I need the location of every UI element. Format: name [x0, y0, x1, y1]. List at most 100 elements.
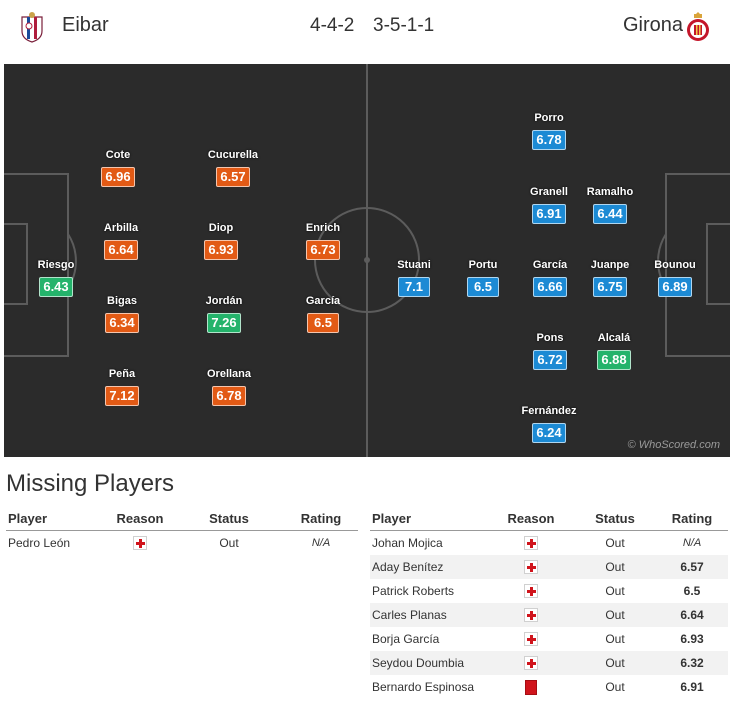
- status-cell: Out: [574, 555, 656, 579]
- missing-player-name[interactable]: Johan Mojica: [372, 536, 443, 550]
- player-marker[interactable]: Pons 6.72: [515, 331, 585, 370]
- player-rating: 6.78: [212, 386, 246, 406]
- player-rating: 6.24: [532, 423, 566, 443]
- table-header-row: Player Reason Status Rating: [370, 506, 728, 531]
- player-marker[interactable]: Granell 6.91: [514, 185, 584, 224]
- player-marker[interactable]: Portu 6.5: [448, 258, 518, 297]
- player-name: García: [305, 295, 341, 307]
- player-rating: 6.5: [307, 313, 339, 333]
- player-rating: 6.88: [597, 350, 631, 370]
- reason-cell: [488, 675, 574, 699]
- player-marker[interactable]: Porro 6.78: [514, 111, 584, 150]
- player-marker[interactable]: Bigas 6.34: [87, 294, 157, 333]
- player-marker[interactable]: Enrich 6.73: [288, 221, 358, 260]
- player-name: Orellana: [206, 368, 252, 380]
- player-rating: 6.66: [533, 277, 567, 297]
- player-marker[interactable]: Bounou 6.89: [640, 258, 710, 297]
- rating-cell: 6.32: [656, 651, 728, 675]
- player-name: Enrich: [305, 222, 341, 234]
- missing-player-name[interactable]: Patrick Roberts: [372, 584, 455, 598]
- table-row: Patrick Roberts Out 6.5: [370, 579, 728, 603]
- injury-icon: [524, 608, 538, 623]
- player-rating: 6.96: [101, 167, 135, 187]
- away-formation: 3-5-1-1: [373, 15, 435, 36]
- player-name: Pons: [536, 332, 564, 344]
- player-marker[interactable]: Stuani 7.1: [379, 258, 449, 297]
- player-marker[interactable]: Alcalá 6.88: [579, 331, 649, 370]
- injury-icon: [524, 632, 538, 647]
- rating-cell: 6.57: [656, 555, 728, 579]
- missing-player-name[interactable]: Seydou Doumbia: [370, 651, 488, 675]
- home-team-name[interactable]: Eibar: [62, 14, 109, 36]
- player-name: García: [532, 259, 568, 271]
- player-marker[interactable]: Fernández 6.24: [514, 404, 584, 443]
- table-row: Seydou Doumbia Out 6.32: [370, 651, 728, 675]
- status-cell: Out: [219, 536, 239, 550]
- player-rating: 6.93: [204, 240, 238, 260]
- rating-cell: 6.93: [680, 632, 704, 646]
- column-header-player[interactable]: Player: [6, 506, 106, 531]
- player-marker[interactable]: Peña 7.12: [87, 367, 157, 406]
- table-row: Johan Mojica Out N/A: [370, 531, 728, 556]
- player-marker[interactable]: Jordán 7.26: [189, 294, 259, 333]
- status-cell: Out: [574, 651, 656, 675]
- player-name: Stuani: [397, 259, 431, 271]
- player-name: Cucurella: [207, 149, 259, 161]
- column-header-rating[interactable]: Rating: [284, 506, 358, 531]
- player-marker[interactable]: Diop 6.93: [186, 221, 256, 260]
- status-cell: Out: [574, 603, 656, 627]
- home-missing-table: Player Reason Status Rating Pedro León Ou…: [6, 506, 358, 555]
- player-marker[interactable]: Riesgo 6.43: [21, 258, 91, 297]
- table-row: Carles Planas Out 6.64: [370, 603, 728, 627]
- away-team-name[interactable]: Girona: [622, 14, 683, 36]
- player-name: Peña: [108, 368, 136, 380]
- player-rating: 6.75: [593, 277, 627, 297]
- player-rating: 7.12: [105, 386, 139, 406]
- player-rating: 6.57: [216, 167, 250, 187]
- home-formation: 4-4-2: [310, 15, 355, 36]
- player-name: Fernández: [521, 405, 577, 417]
- rating-cell: N/A: [682, 537, 702, 549]
- player-marker[interactable]: Cucurella 6.57: [198, 148, 268, 187]
- injury-icon: [524, 560, 538, 575]
- player-rating: 6.44: [593, 204, 627, 224]
- player-name: Alcalá: [597, 332, 631, 344]
- missing-player-name[interactable]: Aday Benítez: [370, 555, 488, 579]
- injury-icon: [524, 656, 538, 671]
- status-cell: Out: [605, 632, 625, 646]
- player-marker[interactable]: Orellana 6.78: [194, 367, 264, 406]
- eibar-crest-icon: [21, 12, 43, 43]
- missing-player-name[interactable]: Borja García: [372, 632, 440, 646]
- player-rating: 6.73: [306, 240, 340, 260]
- away-missing-table: Player Reason Status Rating Johan Mojica…: [370, 506, 728, 699]
- missing-player-name[interactable]: Bernardo Espinosa: [372, 680, 475, 694]
- player-name: Cote: [105, 149, 131, 161]
- injury-icon: [524, 584, 538, 599]
- column-header-rating[interactable]: Rating: [656, 506, 728, 531]
- status-cell: Out: [605, 584, 625, 598]
- reason-cell: [106, 531, 174, 556]
- player-name: Arbilla: [103, 222, 139, 234]
- pitch-markings: [4, 64, 730, 457]
- player-marker[interactable]: García 6.5: [288, 294, 358, 333]
- player-marker[interactable]: Arbilla 6.64: [86, 221, 156, 260]
- player-rating: 6.91: [532, 204, 566, 224]
- player-marker[interactable]: García 6.66: [515, 258, 585, 297]
- missing-player-name[interactable]: Carles Planas: [370, 603, 488, 627]
- player-marker[interactable]: Cote 6.96: [83, 148, 153, 187]
- column-header-status[interactable]: Status: [574, 506, 656, 531]
- rating-cell: 6.64: [656, 603, 728, 627]
- player-name: Diop: [208, 222, 234, 234]
- player-marker[interactable]: Ramalho 6.44: [575, 185, 645, 224]
- player-name: Riesgo: [37, 259, 75, 271]
- column-header-reason[interactable]: Reason: [488, 506, 574, 531]
- player-marker[interactable]: Juanpe 6.75: [575, 258, 645, 297]
- status-cell: Out: [605, 536, 625, 550]
- column-header-player[interactable]: Player: [370, 506, 488, 531]
- missing-player-name[interactable]: Pedro León: [8, 536, 71, 550]
- column-header-reason[interactable]: Reason: [106, 506, 174, 531]
- reason-cell: [488, 555, 574, 579]
- reason-cell: [488, 579, 574, 603]
- injury-icon: [133, 536, 147, 551]
- column-header-status[interactable]: Status: [174, 506, 284, 531]
